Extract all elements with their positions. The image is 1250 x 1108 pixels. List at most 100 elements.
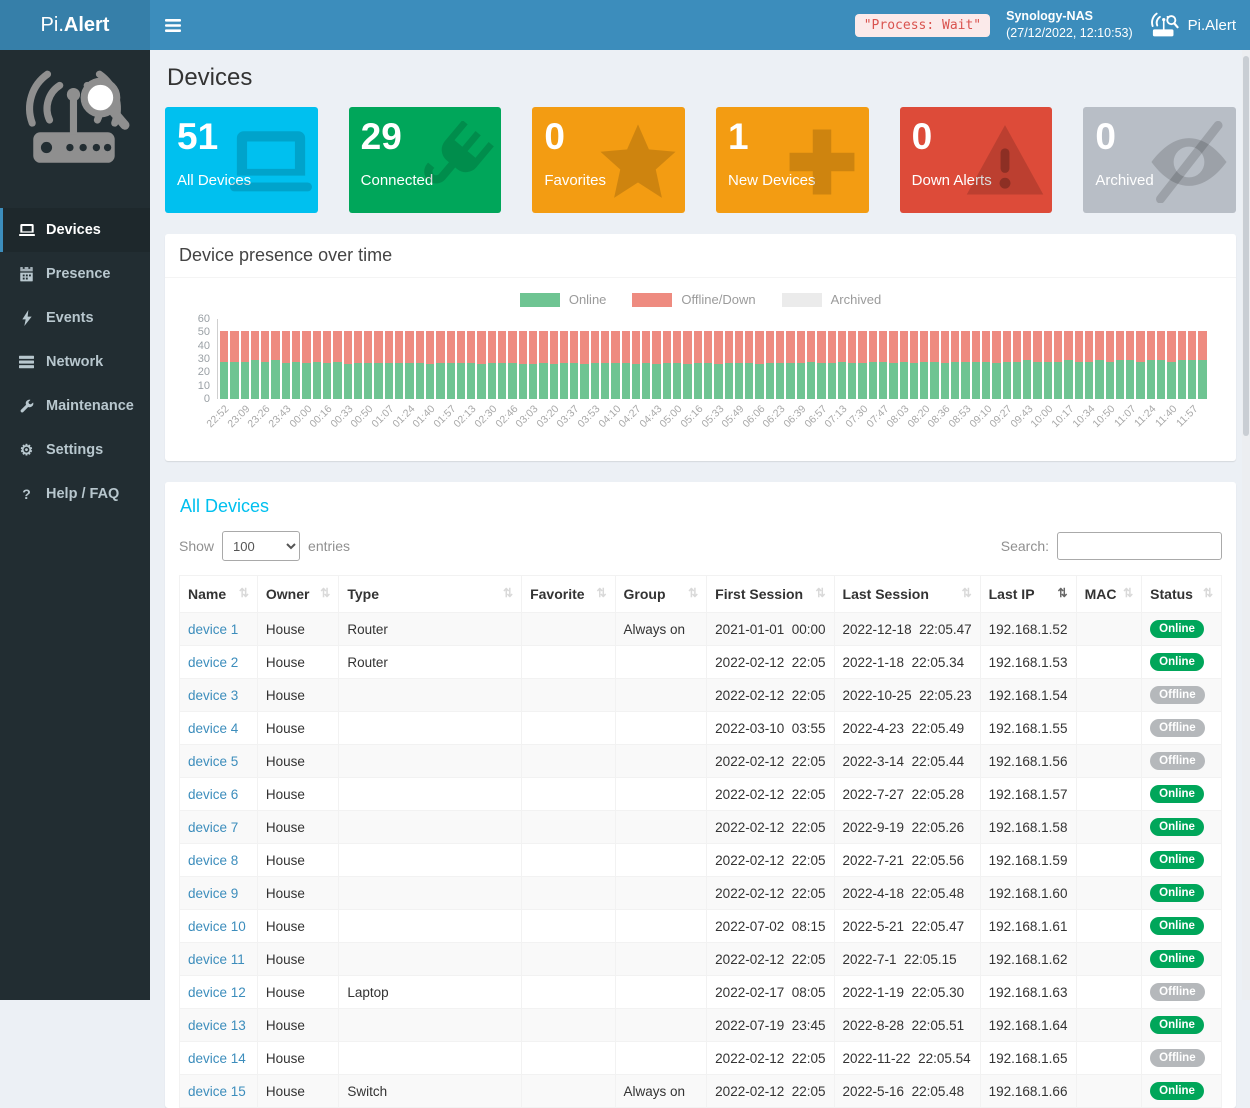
card-connected[interactable]: 29 Connected	[349, 107, 502, 213]
card-down-alerts[interactable]: 0 Down Alerts	[900, 107, 1053, 213]
presence-bar	[889, 331, 897, 399]
cell-type	[339, 1042, 522, 1075]
cell-first: 2022-03-10 03:55	[707, 712, 834, 745]
top-navbar: Pi.Alert "Process: Wait" Synology-NAS (2…	[0, 0, 1250, 50]
card-all-devices[interactable]: 51 All Devices	[165, 107, 318, 213]
sidebar-item-events[interactable]: Events	[0, 296, 150, 340]
entries-select[interactable]: 100	[222, 531, 300, 561]
sort-icon[interactable]: ⇅	[1123, 586, 1133, 600]
device-link[interactable]: device 4	[188, 721, 238, 736]
cell-last: 2022-11-22 22:05.54	[834, 1042, 980, 1075]
x-tick-label: 11:57	[1174, 403, 1201, 430]
card-archived[interactable]: 0 Archived	[1083, 107, 1236, 213]
sort-icon[interactable]: ⇅	[320, 586, 330, 600]
presence-bar	[251, 331, 259, 399]
sort-icon[interactable]: ⇅	[596, 586, 606, 600]
column-header-first-session[interactable]: First Session⇅	[707, 576, 834, 613]
cell-ip: 192.168.1.66	[980, 1075, 1076, 1108]
column-header-status[interactable]: Status ⇅	[1142, 576, 1222, 613]
cell-name: device 3	[180, 679, 258, 712]
presence-bar	[467, 331, 475, 399]
sidebar-toggle-button[interactable]	[150, 0, 196, 50]
x-tick-label: 01:07	[369, 403, 396, 430]
card-new-devices[interactable]: 1 New Devices	[716, 107, 869, 213]
column-header-name[interactable]: Name⇅	[180, 576, 258, 613]
search-input[interactable]	[1057, 532, 1222, 560]
page-title: Devices	[167, 64, 1236, 92]
device-link[interactable]: device 9	[188, 886, 238, 901]
sidebar-item-devices[interactable]: Devices	[0, 208, 150, 252]
cell-last: 2022-8-28 22:05.51	[834, 1009, 980, 1042]
cell-last: 2022-3-14 22:05.44	[834, 745, 980, 778]
sidebar-item-maintenance[interactable]: Maintenance	[0, 384, 150, 428]
stat-cards: 51 All Devices 29 Connected 0 Favorites …	[165, 107, 1236, 213]
search-label: Search:	[1001, 538, 1049, 554]
presence-bar	[230, 331, 238, 399]
sidebar-item-network[interactable]: Network	[0, 340, 150, 384]
column-label: Status	[1150, 586, 1193, 602]
sort-icon[interactable]: ⇅	[1203, 586, 1213, 600]
presence-bar	[755, 331, 763, 399]
device-link[interactable]: device 15	[188, 1084, 246, 1099]
cell-favorite	[522, 844, 615, 877]
device-link[interactable]: device 3	[188, 688, 238, 703]
device-link[interactable]: device 13	[188, 1018, 246, 1033]
warning-icon	[964, 121, 1046, 203]
presence-bar	[374, 331, 382, 399]
column-header-last-session[interactable]: Last Session ⇅	[834, 576, 980, 613]
column-header-type[interactable]: Type⇅	[339, 576, 522, 613]
column-label: Last Session	[843, 586, 929, 602]
cell-group	[615, 844, 707, 877]
legend-item[interactable]: Archived	[782, 292, 882, 307]
device-link[interactable]: device 12	[188, 985, 246, 1000]
sort-icon[interactable]: ⇅	[688, 586, 698, 600]
column-header-owner[interactable]: Owner⇅	[257, 576, 338, 613]
sort-icon[interactable]: ⇅	[1058, 586, 1068, 600]
cell-last: 2022-7-27 22:05.28	[834, 778, 980, 811]
x-tick-label: 04:10	[596, 403, 623, 430]
presence-bar	[725, 331, 733, 399]
sidebar-item-help[interactable]: ? Help / FAQ	[0, 472, 150, 516]
scrollbar-thumb[interactable]	[1243, 56, 1249, 436]
presence-bar	[344, 331, 352, 399]
presence-bar	[683, 331, 691, 399]
device-link[interactable]: device 14	[188, 1051, 246, 1066]
x-tick-label: 06:39	[782, 403, 809, 430]
column-header-group[interactable]: Group⇅	[615, 576, 707, 613]
column-header-last-ip[interactable]: Last IP⇅	[980, 576, 1076, 613]
presence-bar	[817, 331, 825, 399]
presence-bar	[302, 331, 310, 399]
sort-icon[interactable]: ⇅	[815, 586, 825, 600]
cell-ip: 192.168.1.52	[980, 613, 1076, 646]
cell-mac	[1076, 844, 1142, 877]
device-link[interactable]: device 5	[188, 754, 238, 769]
sidebar-item-label: Settings	[46, 442, 103, 458]
presence-bar	[745, 331, 753, 399]
device-link[interactable]: device 10	[188, 919, 246, 934]
status-badge: Offline	[1150, 983, 1204, 1001]
device-link[interactable]: device 1	[188, 622, 238, 637]
column-header-mac[interactable]: MAC⇅	[1076, 576, 1142, 613]
device-link[interactable]: device 11	[188, 952, 245, 967]
device-link[interactable]: device 6	[188, 787, 238, 802]
sort-icon[interactable]: ⇅	[503, 586, 513, 600]
cell-status: Offline	[1142, 1042, 1222, 1075]
legend-item[interactable]: Offline/Down	[632, 292, 755, 307]
column-header-favorite[interactable]: Favorite⇅	[522, 576, 615, 613]
brand[interactable]: Pi.Alert	[1149, 12, 1236, 38]
card-favorites[interactable]: 0 Favorites	[532, 107, 685, 213]
app-logo[interactable]: Pi.Alert	[0, 0, 150, 50]
device-link[interactable]: device 2	[188, 655, 238, 670]
page-scrollbar[interactable]	[1242, 50, 1250, 1000]
sidebar-item-settings[interactable]: ⚙ Settings	[0, 428, 150, 472]
legend-item[interactable]: Online	[520, 292, 607, 307]
device-link[interactable]: device 7	[188, 820, 238, 835]
navbar-right: "Process: Wait" Synology-NAS (27/12/2022…	[855, 8, 1250, 42]
device-link[interactable]: device 8	[188, 853, 238, 868]
sidebar-item-presence[interactable]: Presence	[0, 252, 150, 296]
sort-icon[interactable]: ⇅	[962, 586, 972, 600]
table-search: Search:	[1001, 532, 1222, 560]
presence-bar	[673, 331, 681, 399]
sort-icon[interactable]: ⇅	[239, 586, 249, 600]
